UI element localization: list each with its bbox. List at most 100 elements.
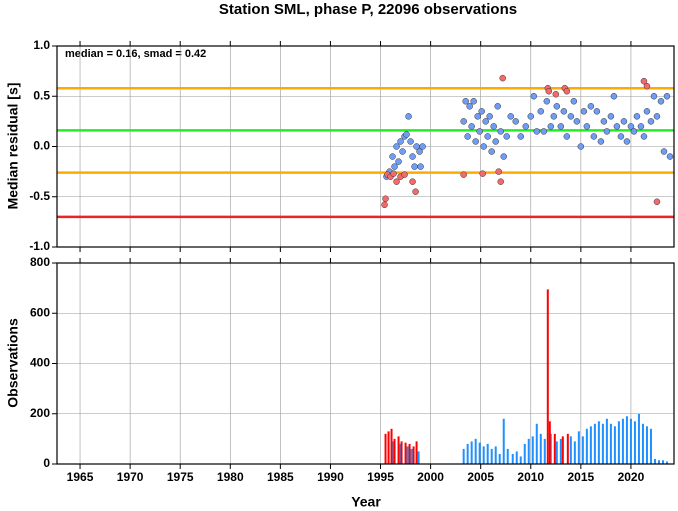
point — [411, 163, 418, 170]
point — [507, 113, 514, 120]
point — [553, 103, 561, 110]
point — [527, 113, 535, 120]
bar — [555, 441, 558, 464]
point — [580, 108, 588, 115]
bar — [569, 436, 572, 464]
point — [522, 123, 530, 130]
x-tick-label: 1990 — [317, 470, 344, 484]
bar — [502, 418, 505, 464]
bar — [543, 438, 546, 464]
bar — [399, 443, 402, 464]
x-tick-label: 1980 — [217, 470, 244, 484]
point — [630, 128, 638, 135]
bar — [593, 423, 596, 464]
bar — [653, 458, 656, 464]
bar — [470, 441, 473, 464]
bar — [625, 416, 628, 464]
bar — [462, 448, 465, 464]
bar — [384, 433, 387, 464]
point — [401, 171, 408, 178]
point — [653, 198, 661, 206]
point — [627, 123, 635, 130]
bar — [474, 438, 477, 464]
point — [419, 143, 426, 150]
point — [503, 133, 510, 140]
bar — [561, 436, 564, 464]
bar — [549, 433, 552, 464]
bar — [597, 421, 600, 464]
point — [563, 87, 571, 95]
bar — [390, 428, 393, 464]
point — [468, 123, 475, 130]
bar — [657, 460, 660, 464]
bar — [573, 441, 576, 464]
bar — [637, 413, 640, 464]
point — [650, 93, 658, 100]
point — [393, 178, 400, 185]
point — [545, 87, 553, 95]
point — [381, 201, 388, 209]
y-tick-label: 400 — [30, 356, 50, 370]
y-tick-label: -0.5 — [29, 189, 50, 203]
point — [533, 128, 541, 135]
bar — [617, 421, 620, 464]
point — [499, 74, 506, 82]
x-axis-label: Year — [351, 494, 381, 510]
point — [472, 138, 479, 145]
point — [403, 131, 410, 138]
bar — [645, 426, 648, 464]
point — [462, 98, 469, 105]
bar — [506, 448, 509, 464]
point — [464, 133, 471, 140]
bar — [392, 441, 395, 464]
point — [512, 118, 519, 125]
point — [417, 163, 424, 170]
x-tick-label: 1965 — [67, 470, 94, 484]
point — [470, 98, 477, 105]
point — [474, 113, 481, 120]
point — [416, 148, 423, 155]
bar — [397, 436, 400, 464]
bar — [466, 443, 469, 464]
bar — [535, 423, 538, 464]
x-tick-label: 1985 — [267, 470, 294, 484]
point — [500, 153, 507, 160]
annotation: median = 0.16, smad = 0.42 — [65, 48, 206, 60]
y-tick-label: 800 — [30, 255, 50, 269]
point — [610, 93, 618, 100]
point — [409, 178, 416, 185]
point — [497, 178, 504, 185]
point — [517, 133, 525, 140]
point — [478, 108, 485, 115]
point — [484, 133, 491, 140]
point — [550, 113, 558, 120]
bar — [613, 426, 616, 464]
bar — [605, 418, 608, 464]
bar — [406, 446, 409, 464]
point — [389, 153, 396, 160]
point — [492, 138, 499, 145]
point — [633, 113, 641, 120]
bar — [649, 428, 652, 464]
chart-title: Station SML, phase P, 22096 observations — [219, 1, 517, 18]
bar — [387, 431, 390, 464]
point — [494, 103, 501, 110]
point — [480, 143, 487, 150]
x-tick-label: 2010 — [517, 470, 544, 484]
point — [623, 138, 631, 145]
point — [643, 108, 651, 115]
point — [476, 128, 483, 135]
point — [399, 148, 406, 155]
bar — [490, 448, 493, 464]
point — [617, 133, 625, 140]
y-axis-label: Observations — [5, 318, 21, 408]
x-tick-label: 2000 — [417, 470, 444, 484]
bar — [393, 438, 396, 464]
point — [593, 108, 601, 115]
point — [537, 108, 545, 115]
y-tick-label: 0.0 — [33, 139, 50, 153]
point — [660, 148, 668, 155]
y-axis-label: Median residual [s] — [5, 83, 21, 210]
point — [390, 170, 397, 177]
